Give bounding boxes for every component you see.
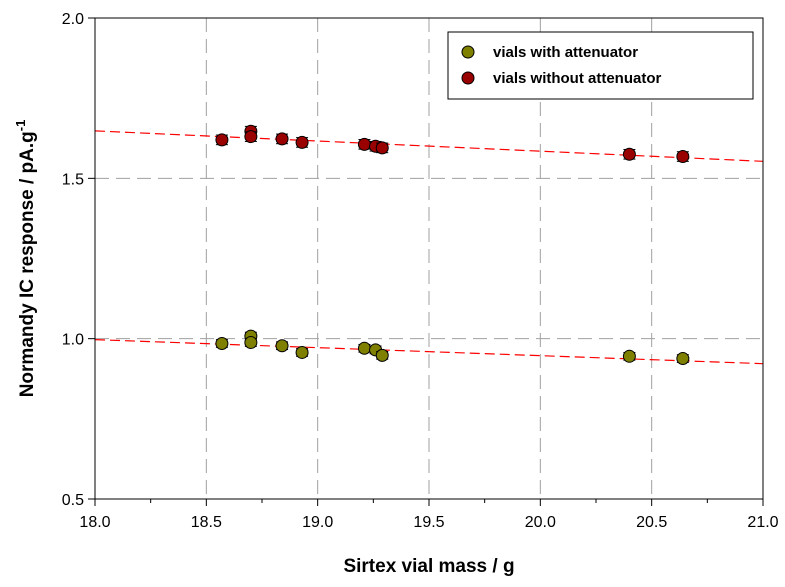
legend-box [447,31,754,100]
data-point [244,130,258,144]
data-point [357,341,371,355]
data-point [375,348,389,362]
y-axis-title-main: Normandy IC response / pA.g [17,131,38,397]
legend-label-with-attenuator: vials with attenuator [493,44,638,61]
axis-ticks [88,17,764,506]
x-tick-label: 21.0 [747,514,778,531]
data-point [215,336,229,350]
y-tick-label: 2.0 [62,11,84,28]
data-point [295,135,309,149]
legend: vials with attenuator vials without atte… [447,31,754,100]
legend-label-without-attenuator: vials without attenuator [493,70,662,87]
x-tick-label: 19.0 [302,514,333,531]
data-points [215,124,690,366]
data-point [375,141,389,155]
data-point [215,133,229,147]
data-point [676,352,690,366]
y-tick-label: 0.5 [62,492,84,509]
legend-marker-with-attenuator [461,45,475,59]
x-tick-label: 20.0 [525,514,556,531]
data-point [244,336,258,350]
grid [95,18,763,499]
y-tick-label: 1.0 [62,332,84,349]
fit-line [94,339,764,365]
x-tick-label: 18.0 [79,514,110,531]
y-axis-title-superscript: -1 [13,120,28,132]
legend-marker-without-attenuator [461,71,475,85]
tick-labels: 18.0 18.5 19.0 19.5 20.0 20.5 21.0 0.5 1.0 1.5 2.0 [62,11,779,531]
data-point [295,345,309,359]
data-point [676,150,690,164]
fit-lines [94,130,764,365]
y-tick-label: 1.5 [62,171,84,188]
data-point [622,147,636,161]
fit-line [94,130,764,162]
x-tick-label: 19.5 [413,514,444,531]
x-tick-label: 18.5 [191,514,222,531]
x-axis-title: Sirtex vial mass / g [343,556,514,577]
data-point [275,132,289,146]
data-point [275,339,289,353]
data-point [622,349,636,363]
y-axis-title: Normandy IC response / pA.g-1 [13,120,38,398]
x-tick-label: 20.5 [636,514,667,531]
data-point [357,137,371,151]
